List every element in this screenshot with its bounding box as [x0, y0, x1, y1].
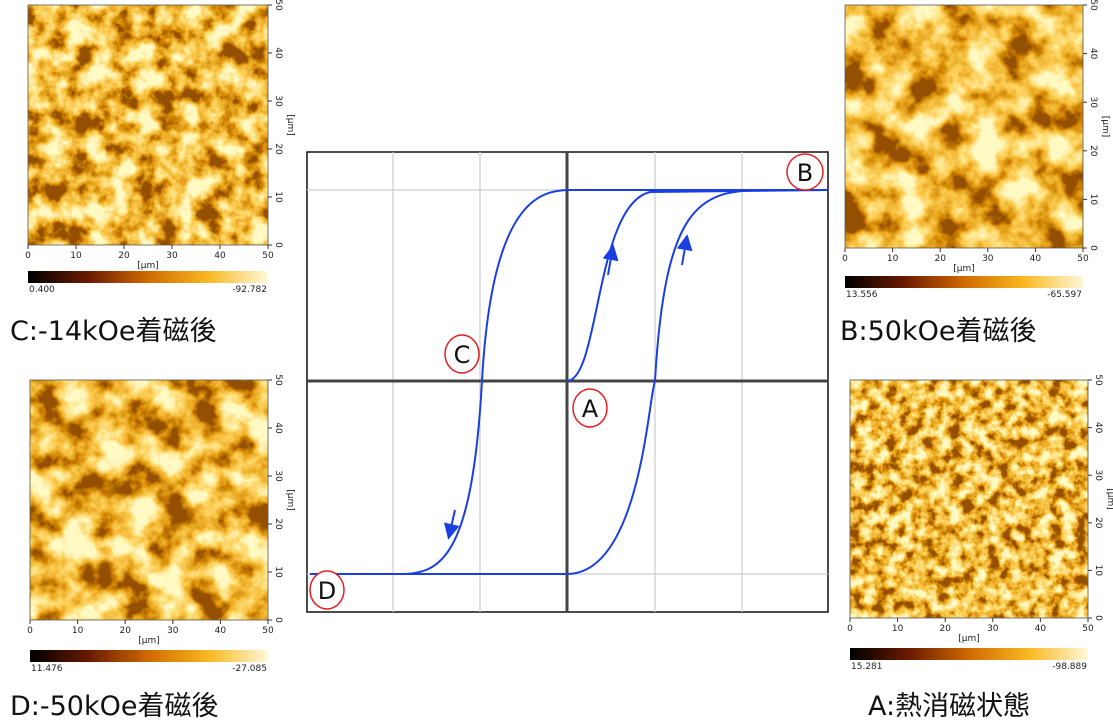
x-tick-label: 0 — [27, 626, 33, 636]
x-axis-unit: [μm] — [958, 634, 980, 644]
y-tick-label: 50 — [1093, 374, 1103, 386]
y-tick-label: 10 — [273, 191, 283, 203]
x-tick-label: 10 — [72, 626, 84, 636]
y-tick-label: 30 — [273, 95, 283, 107]
point-label: C — [454, 341, 471, 369]
x-axis-unit: [μm] — [953, 264, 975, 274]
colorbar-label: -92.782 — [232, 285, 267, 295]
x-tick-label: 20 — [119, 626, 131, 636]
y-tick-label: 20 — [1088, 145, 1098, 157]
y-tick-label: 20 — [273, 143, 283, 155]
y-axis-unit: [μm] — [285, 489, 295, 511]
caption: B:50kOe着磁後 — [840, 316, 1036, 347]
y-tick-label: 40 — [1088, 48, 1098, 60]
x-tick-label: 50 — [1082, 624, 1094, 634]
figure: 0 0 10 10 20 20 30 30 40 40 50 50 [μm] [μm] 0.400 -92.7… — [0, 0, 1113, 726]
caption: D:-50kOe着磁後 — [10, 691, 219, 722]
y-tick-label: 20 — [1093, 517, 1103, 529]
x-tick-label: 10 — [887, 254, 899, 264]
x-tick-label: 0 — [842, 254, 848, 264]
point-label: A — [582, 395, 599, 423]
mfm-image — [28, 5, 268, 245]
y-tick-label: 10 — [273, 566, 283, 578]
colorbar-label: -98.889 — [1052, 662, 1087, 672]
x-tick-label: 50 — [262, 626, 274, 636]
x-axis-unit: [μm] — [137, 261, 159, 271]
y-axis-unit: [μm] — [1105, 488, 1113, 510]
x-axis-unit: [μm] — [138, 636, 160, 646]
x-tick-label: 10 — [70, 251, 82, 261]
x-tick-label: 20 — [939, 624, 951, 634]
x-tick-label: 30 — [167, 626, 179, 636]
y-tick-label: 30 — [1088, 96, 1098, 108]
x-tick-label: 50 — [1077, 254, 1089, 264]
y-tick-label: 10 — [1093, 565, 1103, 577]
x-tick-label: 30 — [166, 251, 178, 261]
y-tick-label: 50 — [1088, 0, 1098, 11]
y-tick-label: 40 — [1093, 422, 1103, 434]
y-tick-label: 30 — [273, 470, 283, 482]
x-tick-label: 10 — [892, 624, 904, 634]
y-tick-label: 0 — [273, 242, 283, 248]
x-tick-label: 40 — [1030, 254, 1042, 264]
mfm-image — [845, 5, 1083, 248]
colorbar-label: 15.281 — [851, 662, 883, 672]
colorbar — [28, 271, 268, 283]
x-tick-label: 40 — [1035, 624, 1047, 634]
x-tick-label: 0 — [25, 251, 31, 261]
y-tick-label: 50 — [273, 0, 283, 11]
y-tick-label: 40 — [273, 47, 283, 59]
y-axis-unit: [μm] — [285, 114, 295, 136]
x-tick-label: 30 — [987, 624, 999, 634]
y-tick-label: 0 — [1093, 615, 1103, 621]
colorbar — [850, 648, 1088, 660]
mfm-image — [30, 380, 268, 620]
x-tick-label: 20 — [934, 254, 946, 264]
colorbar-label: 0.400 — [29, 285, 55, 295]
colorbar-label: -65.597 — [1047, 290, 1082, 300]
caption: A:熱消磁状態 — [868, 691, 1030, 722]
y-tick-label: 0 — [273, 617, 283, 623]
point-label: D — [318, 577, 336, 605]
y-tick-label: 50 — [273, 374, 283, 386]
y-tick-label: 40 — [273, 422, 283, 434]
colorbar — [30, 650, 268, 662]
point-label: B — [797, 159, 813, 187]
y-tick-label: 30 — [1093, 469, 1103, 481]
colorbar-label: 13.556 — [846, 290, 878, 300]
caption: C:-14kOe着磁後 — [10, 316, 217, 347]
y-tick-label: 0 — [1088, 245, 1098, 251]
x-tick-label: 40 — [215, 626, 227, 636]
y-tick-label: 20 — [273, 518, 283, 530]
colorbar-label: 11.476 — [31, 664, 63, 674]
x-tick-label: 40 — [214, 251, 226, 261]
colorbar — [845, 276, 1083, 288]
colorbar-label: -27.085 — [232, 664, 267, 674]
x-tick-label: 30 — [982, 254, 994, 264]
x-tick-label: 20 — [118, 251, 130, 261]
x-tick-label: 0 — [847, 624, 853, 634]
hysteresis-diagram: A B C D — [307, 152, 828, 612]
y-tick-label: 10 — [1088, 194, 1098, 206]
x-tick-label: 50 — [262, 251, 274, 261]
mfm-image — [850, 380, 1088, 618]
y-axis-unit: [μm] — [1100, 116, 1110, 138]
